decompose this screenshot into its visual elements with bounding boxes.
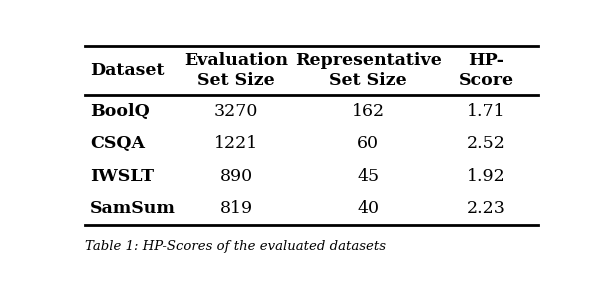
Text: IWSLT: IWSLT [90, 168, 154, 184]
Text: Table 1: HP-Scores of the evaluated datasets: Table 1: HP-Scores of the evaluated data… [85, 240, 387, 253]
Text: 3270: 3270 [214, 103, 258, 120]
Text: 45: 45 [357, 168, 379, 184]
Text: 1221: 1221 [214, 135, 258, 152]
Text: CSQA: CSQA [90, 135, 145, 152]
Text: Evaluation
Set Size: Evaluation Set Size [184, 52, 288, 90]
Text: 890: 890 [219, 168, 253, 184]
Text: 2.23: 2.23 [466, 200, 505, 217]
Text: Representative
Set Size: Representative Set Size [295, 52, 441, 90]
Text: 1.71: 1.71 [466, 103, 505, 120]
Text: 60: 60 [357, 135, 379, 152]
Text: BoolQ: BoolQ [90, 103, 150, 120]
Text: 2.52: 2.52 [466, 135, 505, 152]
Text: 40: 40 [357, 200, 379, 217]
Text: HP-
Score: HP- Score [458, 52, 514, 90]
Text: Dataset: Dataset [90, 62, 165, 79]
Text: 1.92: 1.92 [466, 168, 505, 184]
Text: 819: 819 [219, 200, 253, 217]
Text: 162: 162 [351, 103, 385, 120]
Text: SamSum: SamSum [90, 200, 176, 217]
